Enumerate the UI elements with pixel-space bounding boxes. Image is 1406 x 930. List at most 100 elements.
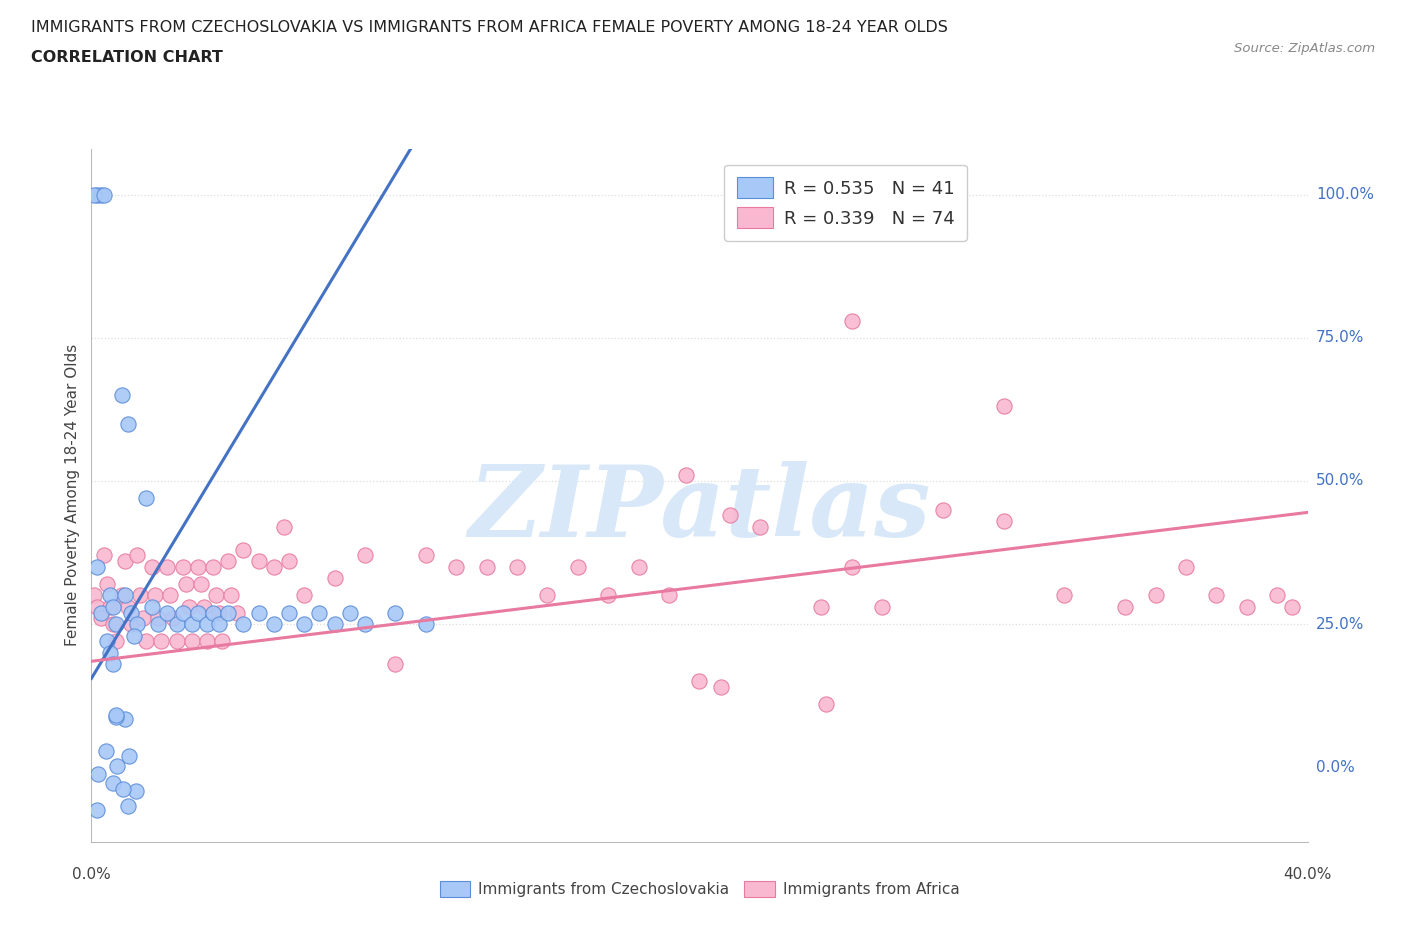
Point — [86, 559, 108, 574]
Text: ZIPatlas: ZIPatlas — [468, 461, 931, 557]
Point — [117, 749, 139, 764]
Point — [870, 600, 893, 615]
Point — [384, 605, 406, 620]
Text: 40.0%: 40.0% — [1284, 867, 1331, 882]
Point — [688, 674, 710, 689]
Point — [354, 548, 377, 563]
Point — [1053, 588, 1076, 603]
Point — [83, 187, 105, 202]
Text: 50.0%: 50.0% — [1316, 473, 1364, 488]
Point — [598, 588, 620, 603]
Point — [150, 634, 173, 649]
Text: IMMIGRANTS FROM CZECHOSLOVAKIA VS IMMIGRANTS FROM AFRICA FEMALE POVERTY AMONG 18: IMMIGRANTS FROM CZECHOSLOVAKIA VS IMMIGR… — [31, 20, 948, 35]
Point — [567, 559, 589, 574]
Point — [111, 588, 134, 603]
Point — [93, 187, 115, 202]
Point — [122, 628, 145, 643]
Point — [101, 617, 124, 631]
Point — [190, 577, 212, 591]
Point — [810, 600, 832, 615]
Point — [141, 559, 163, 574]
Point — [156, 605, 179, 620]
Point — [180, 634, 202, 649]
Text: CORRELATION CHART: CORRELATION CHART — [31, 50, 222, 65]
Point — [96, 577, 118, 591]
Point — [98, 600, 121, 615]
Point — [195, 617, 218, 631]
Point — [193, 600, 215, 615]
Point — [323, 617, 346, 631]
Point — [1144, 588, 1167, 603]
Point — [114, 588, 136, 603]
Point — [308, 605, 330, 620]
Point — [93, 548, 115, 563]
Point — [101, 657, 124, 671]
Point — [101, 776, 124, 790]
Point — [1205, 588, 1227, 603]
Point — [710, 680, 733, 695]
Point — [202, 559, 225, 574]
Point — [247, 605, 270, 620]
Point — [117, 417, 139, 432]
Point — [232, 617, 254, 631]
Point — [101, 600, 124, 615]
Point — [841, 559, 863, 574]
Point — [263, 559, 285, 574]
Point — [247, 553, 270, 568]
Point — [217, 605, 239, 620]
Point — [232, 542, 254, 557]
Point — [180, 617, 202, 631]
Point — [187, 559, 209, 574]
Point — [135, 634, 157, 649]
Point — [86, 803, 108, 817]
Point — [354, 617, 377, 631]
Point — [104, 617, 127, 631]
Point — [166, 634, 188, 649]
Point — [89, 611, 111, 626]
Point — [211, 634, 233, 649]
Point — [263, 617, 285, 631]
Text: 0.0%: 0.0% — [1316, 760, 1354, 775]
Point — [187, 605, 209, 620]
Point — [117, 799, 139, 814]
Point — [143, 588, 166, 603]
Point — [536, 588, 558, 603]
Point — [86, 187, 108, 202]
Point — [125, 548, 148, 563]
Point — [148, 617, 170, 631]
Point — [208, 617, 231, 631]
Point — [117, 600, 139, 615]
Point — [112, 782, 135, 797]
Point — [444, 559, 467, 574]
Point — [125, 617, 148, 631]
Point — [1265, 588, 1288, 603]
Point — [174, 577, 197, 591]
Point — [931, 502, 953, 517]
Legend: Immigrants from Czechoslovakia, Immigrants from Africa: Immigrants from Czechoslovakia, Immigran… — [433, 875, 966, 903]
Point — [120, 617, 142, 631]
Point — [658, 588, 681, 603]
Point — [89, 187, 111, 202]
Point — [278, 605, 301, 620]
Point — [114, 711, 136, 726]
Point — [94, 744, 117, 759]
Point — [141, 600, 163, 615]
Point — [104, 710, 127, 724]
Point — [841, 313, 863, 328]
Point — [273, 519, 295, 534]
Point — [1236, 600, 1258, 615]
Text: Source: ZipAtlas.com: Source: ZipAtlas.com — [1234, 42, 1375, 55]
Point — [86, 600, 108, 615]
Point — [217, 553, 239, 568]
Point — [162, 611, 184, 626]
Text: 0.0%: 0.0% — [72, 867, 111, 882]
Point — [104, 708, 127, 723]
Point — [114, 553, 136, 568]
Point — [125, 784, 148, 799]
Point — [415, 617, 437, 631]
Point — [120, 605, 142, 620]
Text: 75.0%: 75.0% — [1316, 330, 1364, 345]
Point — [339, 605, 361, 620]
Point — [148, 611, 170, 626]
Point — [156, 559, 179, 574]
